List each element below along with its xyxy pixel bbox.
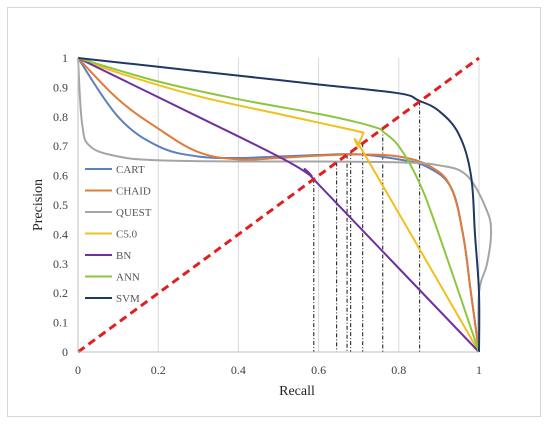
legend-label: ANN <box>116 272 140 284</box>
series-line-c50 <box>77 57 480 353</box>
y-tick-label: 0.3 <box>53 257 68 271</box>
y-tick-label: 0.7 <box>53 139 68 153</box>
series-line-bn <box>77 57 480 353</box>
legend-label: CART <box>116 164 145 176</box>
y-tick-label: 0.1 <box>53 316 68 330</box>
y-tick-label: 0.9 <box>53 80 68 94</box>
dropdown-lines <box>313 101 421 352</box>
y-tick-label: 0.6 <box>53 169 68 183</box>
x-tick-label: 0 <box>75 363 81 377</box>
legend-label: CHAID <box>116 186 151 198</box>
legend-label: C5.0 <box>116 229 138 241</box>
y-axis-title: Precision <box>31 179 46 231</box>
grid-lines <box>157 58 480 352</box>
x-tick-label: 0.4 <box>231 363 246 377</box>
x-tick-label: 0.2 <box>151 363 166 377</box>
axes <box>77 58 479 353</box>
legend: CART CHAID QUEST C5.0 BN ANN SVM <box>84 164 152 305</box>
series-lines <box>77 56 493 354</box>
series-line-ann <box>77 57 480 353</box>
y-tick-label: 1 <box>62 51 68 65</box>
diagonal-line <box>77 56 480 354</box>
y-tick-label: 0.8 <box>53 110 68 124</box>
series-line-quest <box>77 57 493 353</box>
x-axis-title: Recall <box>279 384 315 399</box>
tick-labels: 0 0.2 0.4 0.6 0.8 1 0 0.1 0.2 0.3 0.4 0.5 0.6 0.7 0.8 0… <box>53 51 482 377</box>
legend-label: QUEST <box>116 207 152 219</box>
y-tick-label: 0.5 <box>53 198 68 212</box>
legend-label: SVM <box>116 293 140 305</box>
x-tick-label: 1 <box>476 363 482 377</box>
x-tick-label: 0.8 <box>391 363 406 377</box>
series-line-chaid <box>77 57 480 353</box>
legend-label: BN <box>116 250 131 262</box>
x-tick-label: 0.6 <box>311 363 326 377</box>
y-tick-label: 0.4 <box>53 227 68 241</box>
y-tick-label: 0 <box>62 345 68 359</box>
y-tick-label: 0.2 <box>53 286 68 300</box>
series-line-svm <box>77 57 481 353</box>
